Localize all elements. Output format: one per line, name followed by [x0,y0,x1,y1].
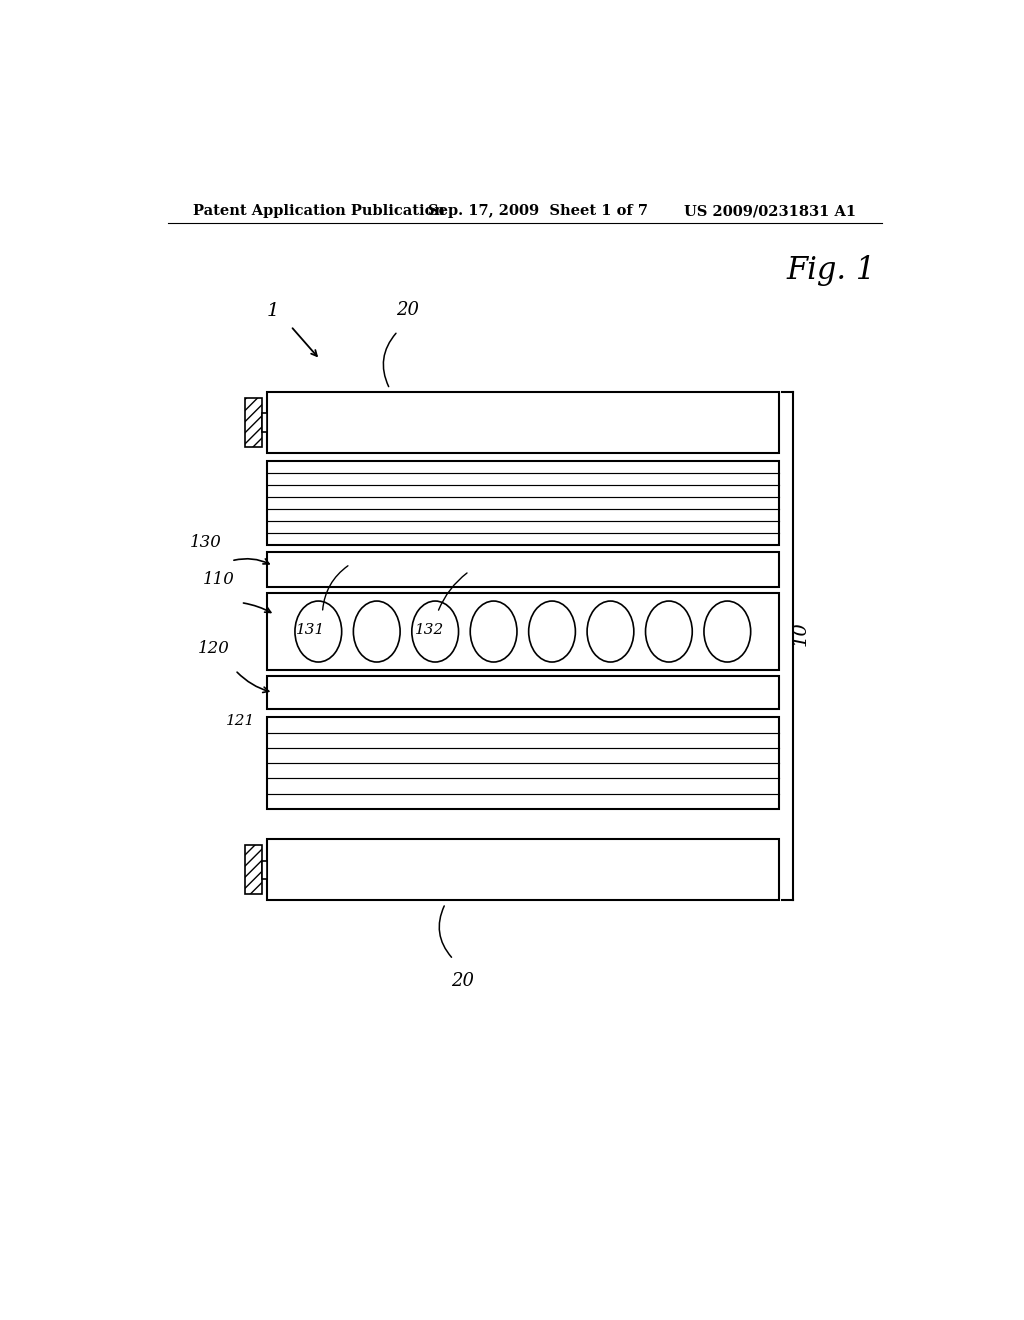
Text: US 2009/0231831 A1: US 2009/0231831 A1 [684,205,856,218]
Bar [245,846,262,894]
Text: Sep. 17, 2009  Sheet 1 of 7: Sep. 17, 2009 Sheet 1 of 7 [428,205,648,218]
Text: Fig. 1: Fig. 1 [786,255,876,285]
Text: 130: 130 [189,533,222,550]
Bar [245,846,262,894]
Text: 1: 1 [266,302,279,319]
Bar [267,840,778,900]
Text: 121: 121 [226,714,255,729]
Text: 131: 131 [296,623,326,636]
Text: 120: 120 [198,640,229,657]
Bar [245,399,262,447]
Bar [262,861,267,879]
Bar [245,399,262,447]
Bar [267,392,778,453]
Text: Patent Application Publication: Patent Application Publication [194,205,445,218]
Text: 20: 20 [396,301,419,319]
Text: 10: 10 [792,622,810,647]
Bar [267,461,778,545]
Bar [267,676,778,709]
Bar [267,552,778,587]
Bar [267,594,778,669]
Text: 110: 110 [204,572,236,589]
Text: 132: 132 [415,623,444,636]
Text: 20: 20 [452,972,474,990]
Bar [262,413,267,432]
Bar [267,718,778,809]
